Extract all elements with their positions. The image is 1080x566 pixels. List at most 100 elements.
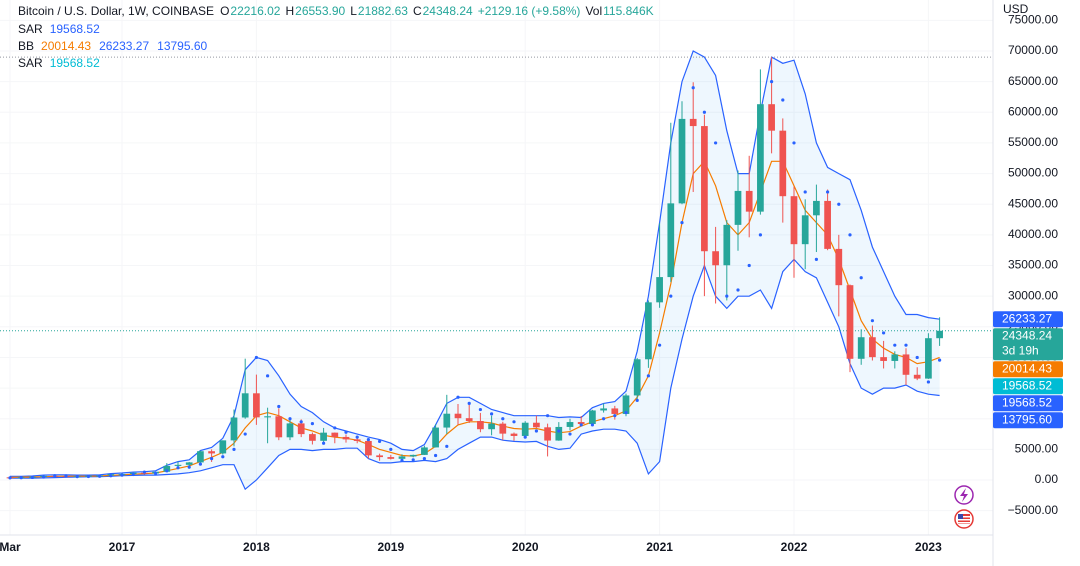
candle-body xyxy=(566,422,574,427)
sar-dot xyxy=(243,432,247,436)
candle-body xyxy=(936,330,943,339)
sar-dot xyxy=(142,470,146,474)
sar-dot xyxy=(579,423,583,427)
price-unit: USD xyxy=(1003,2,1029,16)
y-tick-label: 60000.00 xyxy=(1008,104,1058,118)
readout-label: O xyxy=(220,4,229,18)
y-tick-label: −5000.00 xyxy=(1008,503,1059,517)
bolt-icon[interactable] xyxy=(954,485,974,505)
candle-body xyxy=(230,417,238,441)
x-tick-label: 2021 xyxy=(646,540,673,554)
candle-body xyxy=(667,203,675,278)
candle-body xyxy=(869,337,876,358)
price-tag-label: 26233.27 xyxy=(1002,311,1052,325)
candle-body xyxy=(835,248,843,286)
sar-dot xyxy=(848,233,852,237)
candle-body xyxy=(409,454,417,457)
y-tick-label: 65000.00 xyxy=(1008,74,1058,88)
sar-dot xyxy=(702,110,707,114)
readout-value: 22216.02 xyxy=(230,4,280,18)
readout-label: C xyxy=(413,4,422,18)
sar-dot xyxy=(198,462,202,466)
sar-dot xyxy=(635,398,639,402)
sar-dot xyxy=(646,374,651,378)
us-event-icon[interactable] xyxy=(954,509,974,529)
time-axis: Mar 2017 2018 2019 2020 2021 2022 2023 xyxy=(0,540,942,554)
candle-body xyxy=(757,104,764,212)
sar-dot xyxy=(8,476,12,480)
sar-dot xyxy=(131,472,135,477)
candle-body xyxy=(656,277,663,303)
sar-dot xyxy=(98,474,102,478)
x-tick-label: 2017 xyxy=(109,540,136,554)
sar-dot xyxy=(221,455,225,459)
candle-body xyxy=(902,354,910,375)
candle-body xyxy=(477,421,484,430)
sar-dot xyxy=(456,395,460,399)
indicator-name: SAR xyxy=(18,56,43,70)
candle-body xyxy=(398,456,406,459)
sar-dot xyxy=(154,471,158,475)
candle-body xyxy=(555,426,563,441)
sar-dot xyxy=(870,319,875,323)
x-tick-label: 2019 xyxy=(377,540,404,554)
sar-dot xyxy=(546,414,550,418)
readout-label: Vol xyxy=(585,4,602,18)
sar-dot xyxy=(467,401,471,406)
candle-body xyxy=(633,359,641,396)
candle-body xyxy=(533,422,540,428)
candle-body xyxy=(622,395,630,414)
readout-value: 115.846K xyxy=(603,4,654,18)
sar-dot xyxy=(792,141,796,145)
sar-dot xyxy=(288,417,292,421)
sar-dot xyxy=(568,432,572,436)
candle-body xyxy=(734,190,742,225)
candle-body xyxy=(544,427,551,441)
sar-dot xyxy=(64,474,68,478)
candle-body xyxy=(577,422,585,425)
candle-body xyxy=(331,432,339,437)
sar-dot xyxy=(624,411,628,415)
sar-dot xyxy=(915,355,919,360)
sar-dot xyxy=(758,233,763,237)
sar-dot xyxy=(814,257,819,261)
candle-body xyxy=(185,462,193,465)
candle-body xyxy=(891,354,899,361)
candle-body xyxy=(353,439,361,441)
candle-body xyxy=(376,455,383,458)
candle-body xyxy=(443,413,451,428)
candle-body xyxy=(421,447,428,455)
candle-body xyxy=(701,126,708,252)
sar-dot xyxy=(781,98,785,102)
candle-body xyxy=(264,416,271,418)
indicator-name: BB xyxy=(18,39,34,53)
sar-dot xyxy=(333,426,337,430)
y-tick-label: 55000.00 xyxy=(1008,135,1058,149)
sar-dot xyxy=(725,294,729,298)
sar-dot xyxy=(893,343,897,347)
candle-body xyxy=(813,200,820,216)
sar-dot xyxy=(165,469,169,473)
y-tick-label: 70000.00 xyxy=(1008,43,1058,57)
sar-dot xyxy=(422,456,426,461)
price-tag-label: 24348.24 xyxy=(1002,328,1052,342)
sar-dot xyxy=(266,374,270,378)
indicator-value: 19568.52 xyxy=(50,56,100,70)
candle-body xyxy=(499,423,507,434)
x-tick-label: 2018 xyxy=(243,540,270,554)
y-tick-label: 0.00 xyxy=(1035,472,1059,486)
candle-body xyxy=(286,423,294,438)
price-tag-label: 20014.43 xyxy=(1002,361,1052,375)
sar-dot xyxy=(882,331,886,335)
indicator-value: 20014.43 xyxy=(41,39,91,53)
candle-body xyxy=(365,440,372,456)
sar-dot xyxy=(736,288,740,292)
sar-dot xyxy=(714,141,718,145)
candle-body xyxy=(454,413,462,419)
y-tick-label: 75000.00 xyxy=(1008,13,1058,27)
sar-dot xyxy=(680,221,684,225)
price-tag-label: 19568.52 xyxy=(1002,395,1052,409)
candle-body xyxy=(745,190,753,212)
sar-dot xyxy=(53,474,57,478)
sar-dot xyxy=(19,476,23,480)
